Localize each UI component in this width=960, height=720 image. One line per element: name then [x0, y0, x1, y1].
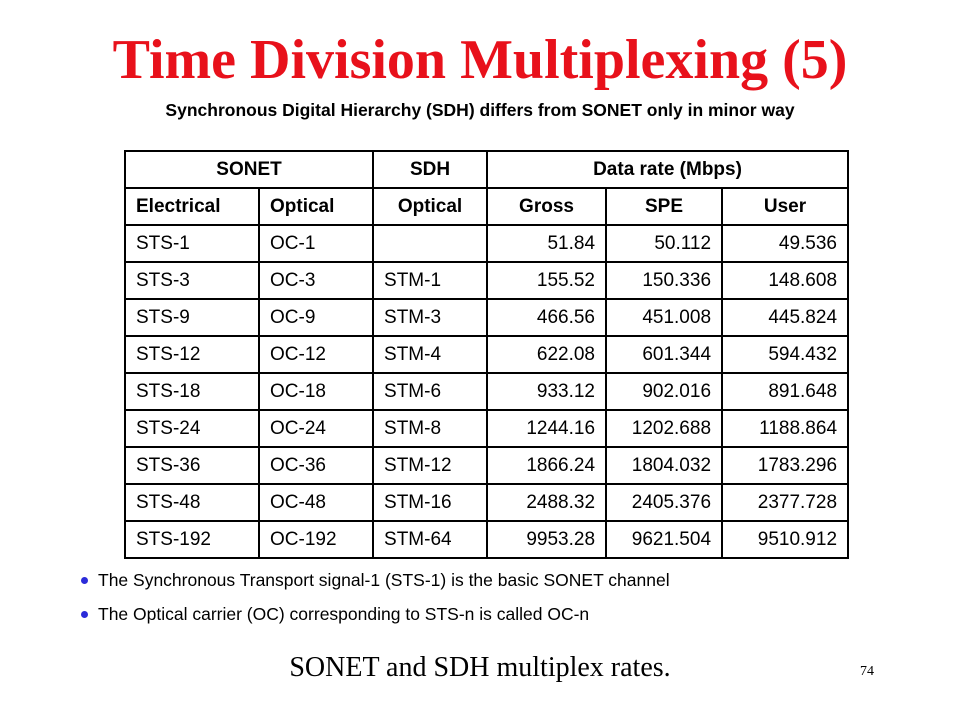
- cell-spe: 902.016: [605, 372, 724, 411]
- cell-sdh-optical: STM-3: [372, 298, 489, 337]
- multiplex-rates-table: SONET SDH Data rate (Mbps) Electrical Op…: [123, 150, 850, 559]
- cell-sdh-optical: STM-8: [372, 409, 489, 448]
- table-row: STS-1 OC-1 51.84 50.112 49.536: [124, 224, 850, 263]
- cell-gross: 1866.24: [486, 446, 608, 485]
- bullet-item: The Synchronous Transport signal-1 (STS-…: [78, 566, 938, 600]
- table-row: STS-48 OC-48 STM-16 2488.32 2405.376 2377.728: [124, 483, 850, 522]
- cell-sdh-optical: [372, 224, 489, 263]
- column-header-sonet-optical: Optical: [257, 187, 375, 226]
- cell-sonet-optical: OC-12: [257, 335, 375, 374]
- cell-spe: 1202.688: [605, 409, 724, 448]
- cell-sdh-optical: STM-64: [372, 520, 489, 559]
- page-number: 74: [860, 664, 874, 679]
- bullet-dot-icon: [81, 577, 88, 584]
- table-group-header-row: SONET SDH Data rate (Mbps): [123, 150, 850, 189]
- cell-sdh-optical: STM-1: [372, 261, 489, 300]
- group-header-sdh: SDH: [372, 150, 489, 189]
- cell-gross: 155.52: [486, 261, 608, 300]
- cell-electrical: STS-12: [124, 335, 260, 374]
- cell-sdh-optical: STM-16: [372, 483, 489, 522]
- cell-electrical: STS-36: [124, 446, 260, 485]
- table-row: STS-9 OC-9 STM-3 466.56 451.008 445.824: [124, 298, 850, 337]
- cell-gross: 622.08: [486, 335, 608, 374]
- column-header-sdh-optical: Optical: [372, 187, 489, 226]
- column-header-user: User: [721, 187, 850, 226]
- cell-electrical: STS-24: [124, 409, 260, 448]
- cell-sonet-optical: OC-24: [257, 409, 375, 448]
- slide-title: Time Division Multiplexing (5): [112, 29, 848, 91]
- cell-spe: 150.336: [605, 261, 724, 300]
- cell-gross: 1244.16: [486, 409, 608, 448]
- group-header-sonet: SONET: [123, 150, 375, 189]
- cell-spe: 1804.032: [605, 446, 724, 485]
- cell-sonet-optical: OC-1: [257, 224, 375, 263]
- cell-electrical: STS-48: [124, 483, 260, 522]
- cell-sdh-optical: STM-6: [372, 372, 489, 411]
- cell-sonet-optical: OC-48: [257, 483, 375, 522]
- slide-subtitle: Synchronous Digital Hierarchy (SDH) diff…: [165, 100, 795, 120]
- column-header-gross: Gross: [486, 187, 608, 226]
- cell-spe: 9621.504: [605, 520, 724, 559]
- table-row: STS-36 OC-36 STM-12 1866.24 1804.032 1783.296: [124, 446, 850, 485]
- table-row: STS-12 OC-12 STM-4 622.08 601.344 594.432: [124, 335, 850, 374]
- cell-sonet-optical: OC-36: [257, 446, 375, 485]
- table-column-header-row: Electrical Optical Optical Gross SPE Use…: [124, 187, 850, 226]
- cell-user: 9510.912: [721, 520, 850, 559]
- cell-gross: 933.12: [486, 372, 608, 411]
- cell-gross: 9953.28: [486, 520, 608, 559]
- column-header-spe: SPE: [605, 187, 724, 226]
- table-row: STS-24 OC-24 STM-8 1244.16 1202.688 1188.864: [124, 409, 850, 448]
- column-header-electrical: Electrical: [124, 187, 260, 226]
- cell-user: 445.824: [721, 298, 850, 337]
- cell-spe: 451.008: [605, 298, 724, 337]
- cell-user: 148.608: [721, 261, 850, 300]
- cell-user: 1188.864: [721, 409, 850, 448]
- bullet-text: The Synchronous Transport signal-1 (STS-…: [98, 570, 670, 590]
- cell-gross: 51.84: [486, 224, 608, 263]
- cell-sonet-optical: OC-192: [257, 520, 375, 559]
- bullet-item: The Optical carrier (OC) corresponding t…: [78, 600, 938, 634]
- bullet-dot-icon: [81, 611, 88, 618]
- table-row: STS-192 OC-192 STM-64 9953.28 9621.504 9510.9…: [124, 520, 850, 559]
- cell-user: 2377.728: [721, 483, 850, 522]
- cell-user: 1783.296: [721, 446, 850, 485]
- cell-gross: 466.56: [486, 298, 608, 337]
- cell-spe: 50.112: [605, 224, 724, 263]
- cell-sonet-optical: OC-9: [257, 298, 375, 337]
- cell-spe: 601.344: [605, 335, 724, 374]
- cell-spe: 2405.376: [605, 483, 724, 522]
- table-body: STS-1 OC-1 51.84 50.112 49.536 STS-3 OC-3 STM-1…: [124, 224, 850, 559]
- bullet-list: The Synchronous Transport signal-1 (STS-…: [78, 566, 938, 634]
- cell-user: 891.648: [721, 372, 850, 411]
- cell-electrical: STS-1: [124, 224, 260, 263]
- cell-electrical: STS-9: [124, 298, 260, 337]
- cell-electrical: STS-3: [124, 261, 260, 300]
- cell-sdh-optical: STM-12: [372, 446, 489, 485]
- cell-gross: 2488.32: [486, 483, 608, 522]
- table-row: STS-3 OC-3 STM-1 155.52 150.336 148.608: [124, 261, 850, 300]
- table-caption: SONET and SDH multiplex rates.: [289, 652, 671, 683]
- group-header-data-rate: Data rate (Mbps): [486, 150, 850, 189]
- cell-user: 49.536: [721, 224, 850, 263]
- cell-sdh-optical: STM-4: [372, 335, 489, 374]
- cell-sonet-optical: OC-18: [257, 372, 375, 411]
- cell-electrical: STS-192: [124, 520, 260, 559]
- cell-electrical: STS-18: [124, 372, 260, 411]
- cell-user: 594.432: [721, 335, 850, 374]
- table-row: STS-18 OC-18 STM-6 933.12 902.016 891.648: [124, 372, 850, 411]
- cell-sonet-optical: OC-3: [257, 261, 375, 300]
- bullet-text: The Optical carrier (OC) corresponding t…: [98, 604, 590, 624]
